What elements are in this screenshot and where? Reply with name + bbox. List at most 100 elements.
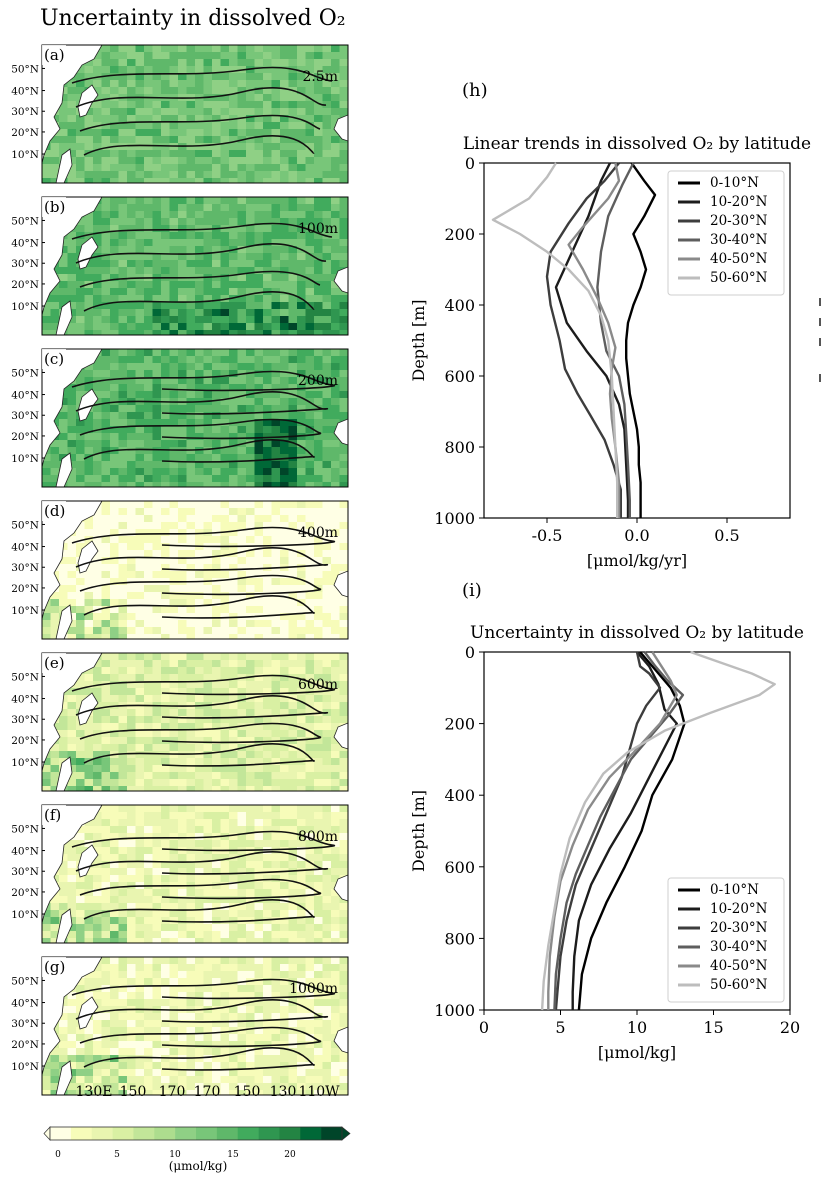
panel-label: (e) bbox=[44, 654, 65, 672]
longitude-label: 170 bbox=[194, 1084, 221, 1100]
contour-line bbox=[75, 87, 327, 108]
y-tick-label: 400 bbox=[444, 296, 475, 315]
land-islands bbox=[55, 756, 73, 791]
latitude-label: 40°N bbox=[11, 238, 39, 250]
x-tick-label: 15 bbox=[703, 1018, 723, 1037]
series-line bbox=[577, 651, 686, 1011]
latitude-label: 10°N bbox=[11, 301, 39, 313]
land-islands bbox=[55, 604, 73, 639]
land-asia bbox=[42, 45, 103, 164]
latitude-label: 50°N bbox=[11, 671, 39, 683]
land-islands bbox=[55, 452, 73, 487]
colorbar-tick: 0 bbox=[55, 1150, 61, 1160]
longitude-labels: 130E 150 170 170 150 130 110W bbox=[76, 1084, 341, 1100]
land-japan bbox=[77, 996, 99, 1030]
contour-line bbox=[75, 851, 329, 875]
contour-line bbox=[75, 391, 329, 415]
map-frame bbox=[41, 196, 349, 336]
legend-label: 50-60°N bbox=[710, 270, 768, 286]
legend-label: 0-10°N bbox=[710, 175, 759, 191]
map-frame bbox=[41, 44, 349, 184]
colorbar-segment bbox=[321, 1127, 343, 1140]
colorbar-segment bbox=[112, 1127, 134, 1140]
series-line bbox=[571, 651, 678, 1010]
map-frame bbox=[41, 804, 349, 944]
latitude-label: 50°N bbox=[11, 215, 39, 227]
land-america bbox=[333, 114, 348, 142]
contour-line bbox=[79, 1026, 322, 1048]
land-america bbox=[333, 266, 348, 294]
contour-line bbox=[79, 574, 322, 596]
colorbar-segment bbox=[50, 1127, 72, 1140]
latitude-label: 40°N bbox=[11, 694, 39, 706]
contour-line bbox=[71, 222, 333, 240]
latitude-label: 20°N bbox=[11, 1039, 39, 1051]
series-line bbox=[547, 651, 678, 1010]
colorbar-segment bbox=[154, 1127, 176, 1140]
map-panels: (a) 2.5m 50°N 40°N 30°N 20°N 10°N (b) 100m 50°N 40… bbox=[11, 44, 351, 1173]
depth-label: 400m bbox=[298, 525, 338, 541]
series-line bbox=[625, 162, 657, 518]
land-america bbox=[333, 722, 348, 750]
colorbar-segment bbox=[70, 1127, 93, 1140]
panel-label: (c) bbox=[44, 350, 64, 368]
panel-label: (g) bbox=[44, 958, 65, 976]
land-asia bbox=[42, 653, 103, 772]
colorbar-segment bbox=[279, 1127, 301, 1140]
latitude-label: 40°N bbox=[11, 390, 39, 402]
legend-label: 40-50°N bbox=[710, 251, 768, 267]
y-tick-label: 200 bbox=[444, 715, 475, 734]
land-islands bbox=[55, 1060, 73, 1095]
x-tick-label: 5 bbox=[555, 1018, 565, 1037]
depth-label: 600m bbox=[298, 677, 338, 693]
latitude-label: 20°N bbox=[11, 127, 39, 139]
legend: 0-10°N 10-20°N 20-30°N 30-40°N 40-50°N 50-60°… bbox=[667, 170, 785, 296]
land-islands bbox=[55, 908, 73, 943]
contour-line bbox=[83, 290, 315, 312]
y-tick-label: 800 bbox=[444, 438, 475, 457]
legend-label: 20-30°N bbox=[710, 213, 768, 229]
x-axis-label: [μmol/kg/yr] bbox=[587, 551, 687, 570]
map-frame bbox=[41, 956, 349, 1096]
latitude-label: 30°N bbox=[11, 410, 39, 422]
contour-line bbox=[71, 370, 336, 392]
map-panel: (g) 1000m 50°N 40°N 30°N 20°N 10°N bbox=[11, 956, 349, 1096]
longitude-label: 110W bbox=[298, 1084, 340, 1100]
depth-label: 200m bbox=[298, 373, 338, 389]
chart-h: (h) Linear trends in dissolved O₂ by lati… bbox=[409, 80, 811, 570]
colorbar-segment bbox=[237, 1127, 259, 1140]
map-panel: (c) 200m 50°N 40°N 30°N 20°N 10°N bbox=[11, 348, 349, 488]
legend-label: 50-60°N bbox=[710, 977, 768, 993]
colorbar-tick: 5 bbox=[114, 1150, 120, 1160]
panel-label: (f) bbox=[44, 806, 61, 824]
y-tick-label: 0 bbox=[465, 154, 475, 173]
land-islands bbox=[55, 148, 73, 183]
latitude-label: 30°N bbox=[11, 1018, 39, 1030]
land-america bbox=[333, 874, 348, 902]
contour-line bbox=[75, 999, 329, 1023]
y-tick-label: 800 bbox=[444, 929, 475, 948]
contour-line bbox=[71, 526, 336, 548]
colorbar-segment bbox=[91, 1127, 113, 1140]
x-tick-label: 10 bbox=[627, 1018, 647, 1037]
latitude-label: 50°N bbox=[11, 63, 39, 75]
series-line bbox=[491, 162, 619, 518]
map-panel: (b) 100m 50°N 40°N 30°N 20°N 10°N bbox=[11, 196, 349, 336]
series-line bbox=[545, 162, 622, 518]
land-asia bbox=[42, 805, 103, 924]
colorbar-segment bbox=[300, 1127, 322, 1140]
legend-label: 20-30°N bbox=[710, 920, 768, 936]
contour-line bbox=[79, 114, 321, 132]
map-panel: (a) 2.5m 50°N 40°N 30°N 20°N 10°N bbox=[11, 44, 349, 184]
latitude-label: 30°N bbox=[11, 258, 39, 270]
longitude-label: 170 bbox=[159, 1084, 186, 1100]
y-tick-label: 600 bbox=[444, 858, 475, 877]
legend-label: 0-10°N bbox=[710, 882, 759, 898]
y-axis-label: Depth [m] bbox=[409, 299, 428, 381]
land-japan bbox=[77, 692, 99, 726]
latitude-label: 30°N bbox=[11, 106, 39, 118]
y-tick-label: 1000 bbox=[434, 1001, 475, 1020]
depth-label: 2.5m bbox=[302, 69, 338, 85]
depth-label: 800m bbox=[298, 829, 338, 845]
land-asia bbox=[42, 197, 103, 316]
